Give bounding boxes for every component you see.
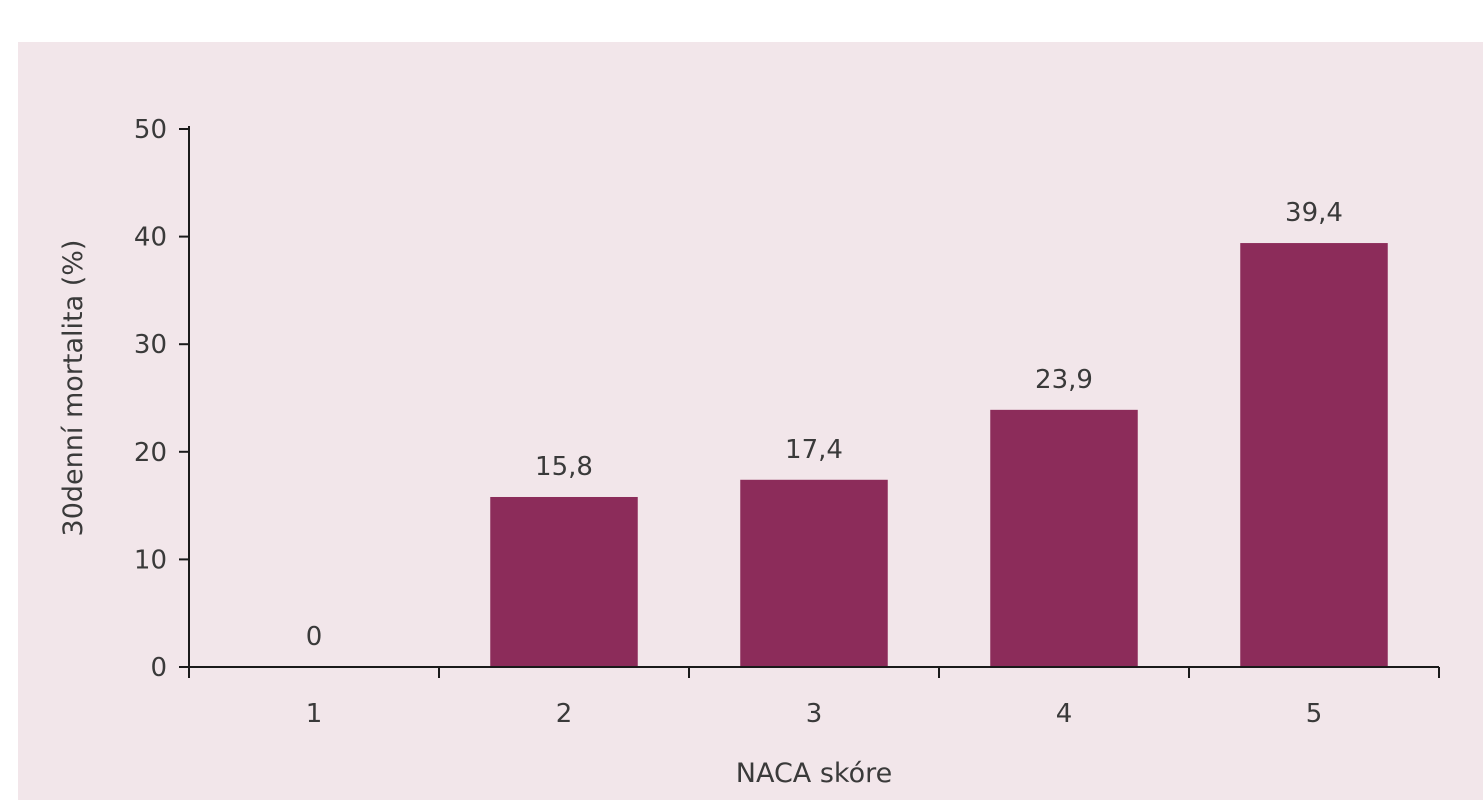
- chart-background: [18, 42, 1483, 800]
- data-label-2: 15,8: [535, 452, 593, 482]
- y-tick-label-40: 40: [134, 223, 167, 253]
- bar-4: [990, 409, 1138, 667]
- data-label-1: 0: [306, 622, 323, 652]
- x-axis-title: NACA skóre: [736, 758, 892, 789]
- data-label-5: 39,4: [1285, 198, 1343, 228]
- y-tick-label-50: 50: [134, 115, 167, 145]
- bar-5: [1240, 243, 1388, 667]
- x-tick-label-1: 1: [306, 699, 323, 729]
- x-tick-label-3: 3: [806, 699, 823, 729]
- data-label-3: 17,4: [785, 435, 843, 465]
- y-tick-label-30: 30: [134, 330, 167, 360]
- y-axis-title: 30denní mortalita (%): [58, 240, 89, 537]
- y-tick-label-10: 10: [134, 545, 167, 575]
- bar-3: [740, 479, 888, 667]
- x-tick-label-2: 2: [556, 699, 573, 729]
- y-tick-label-0: 0: [150, 653, 167, 683]
- y-tick-label-20: 20: [134, 438, 167, 468]
- chart-panel: 0 1 15,8 2 17,4 3 23,9 4 39,4 5 0 10 20 30 40 50 NACA s…: [18, 42, 1483, 800]
- x-tick-label-5: 5: [1306, 699, 1323, 729]
- bar-2: [490, 496, 638, 667]
- data-label-4: 23,9: [1035, 365, 1093, 395]
- x-tick-label-4: 4: [1056, 699, 1073, 729]
